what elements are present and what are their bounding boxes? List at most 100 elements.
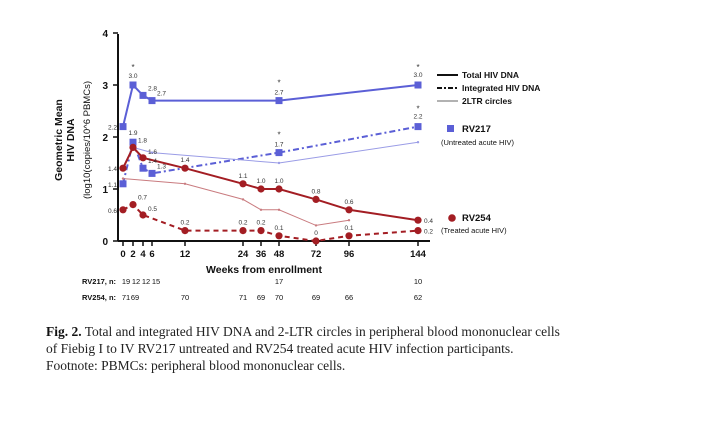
point-marker	[415, 123, 422, 130]
count-value: 71	[122, 293, 130, 302]
data-label: 0.6	[344, 199, 353, 206]
point-marker	[140, 165, 147, 172]
point-marker	[312, 237, 319, 244]
legend-label-ltr: 2LTR circles	[462, 96, 512, 106]
data-label: 1.6	[148, 149, 157, 156]
data-label: 1.1	[108, 182, 117, 189]
legend-label-rv217: RV217	[462, 124, 491, 135]
figure-caption: Fig. 2. Total and integrated HIV DNA and…	[46, 323, 566, 374]
data-label: 2.2	[108, 125, 117, 132]
y-tick-label: 4	[102, 29, 108, 40]
point-marker	[129, 144, 136, 151]
data-label: 1.9	[128, 130, 137, 137]
count-value: 12	[142, 277, 150, 286]
count-value: 62	[414, 293, 422, 302]
y-axis-title-line: Geometric Mean	[53, 99, 65, 181]
point-marker	[119, 165, 126, 172]
data-label: 0.1	[344, 225, 353, 232]
significance-asterisk: *	[131, 63, 134, 72]
point-marker	[139, 211, 146, 218]
data-label: 1.4	[148, 158, 157, 165]
point-marker	[278, 209, 280, 211]
point-marker	[129, 201, 136, 208]
x-tick-label: 36	[256, 249, 267, 260]
data-label: 0.7	[138, 195, 147, 202]
count-value: 19	[122, 277, 130, 286]
y-tick-label: 0	[102, 237, 108, 248]
point-marker	[242, 198, 244, 200]
series-line	[123, 127, 418, 184]
point-marker	[345, 206, 352, 213]
point-marker	[149, 170, 156, 177]
point-marker	[414, 217, 421, 224]
series-line	[123, 147, 418, 220]
data-label: 0.2	[256, 220, 265, 227]
caption-text: Total and integrated HIV DNA and 2-LTR c…	[46, 324, 560, 373]
point-marker	[312, 196, 319, 203]
point-marker	[239, 180, 246, 187]
point-marker	[149, 97, 156, 104]
x-tick-label: 48	[274, 249, 285, 260]
count-row-label: RV254, n:	[82, 293, 116, 302]
point-marker	[119, 206, 126, 213]
point-marker	[414, 227, 421, 234]
point-marker	[415, 82, 422, 89]
count-value: 70	[275, 293, 283, 302]
point-marker	[417, 141, 419, 143]
data-label: 2.2	[413, 114, 422, 121]
data-label: 0.2	[238, 220, 247, 227]
significance-asterisk: *	[416, 105, 419, 114]
count-value: 17	[275, 277, 283, 286]
x-axis-title: Weeks from enrollment	[206, 264, 322, 276]
x-tick-label: 144	[410, 249, 427, 260]
data-label: 1.1	[238, 173, 247, 180]
point-marker	[278, 162, 280, 164]
legend-marker-rv254	[448, 214, 456, 222]
x-tick-label: 2	[130, 249, 135, 260]
point-marker	[181, 227, 188, 234]
data-label: 1.4	[108, 166, 117, 173]
y-axis-title-line: HIV DNA	[65, 118, 77, 162]
legend-marker-rv217	[447, 125, 454, 132]
point-marker	[345, 232, 352, 239]
point-marker	[276, 97, 283, 104]
data-label: 0.8	[311, 188, 320, 195]
x-tick-label: 4	[140, 249, 146, 260]
x-tick-label: 12	[180, 249, 191, 260]
data-label: 1.7	[274, 142, 283, 149]
data-label: 2.7	[274, 90, 283, 97]
point-marker	[122, 177, 124, 179]
data-label: 2.7	[157, 91, 166, 98]
x-tick-label: 72	[311, 249, 322, 260]
point-marker	[181, 165, 188, 172]
x-tick-label: 96	[344, 249, 355, 260]
point-marker	[130, 82, 137, 89]
count-value: 70	[181, 293, 189, 302]
point-marker	[120, 180, 127, 187]
point-marker	[257, 185, 264, 192]
legend-desc-rv217: (Untreated acute HIV)	[441, 138, 514, 147]
legend-label-total: Total HIV DNA	[462, 70, 519, 80]
point-marker	[120, 123, 127, 130]
data-label: 3.0	[128, 73, 137, 80]
point-marker	[239, 227, 246, 234]
legend-label-rv254: RV254	[462, 213, 492, 224]
chart-legend: Total HIV DNA Integrated HIV DNA 2LTR circ…	[437, 70, 540, 235]
data-label: 0.1	[274, 225, 283, 232]
x-tick-label: 0	[120, 249, 125, 260]
count-value: 12	[132, 277, 140, 286]
data-label: 0.2	[180, 220, 189, 227]
data-label: 3.0	[413, 72, 422, 79]
data-label: 0.4	[424, 218, 433, 225]
point-marker	[348, 219, 350, 221]
count-row-label: RV217, n:	[82, 277, 116, 286]
significance-asterisk: *	[277, 79, 280, 88]
data-label: 1.0	[274, 178, 283, 185]
data-label: 1.8	[138, 137, 147, 144]
y-tick-label: 3	[102, 81, 108, 92]
count-value: 66	[345, 293, 353, 302]
count-value: 71	[239, 293, 247, 302]
point-marker	[257, 227, 264, 234]
